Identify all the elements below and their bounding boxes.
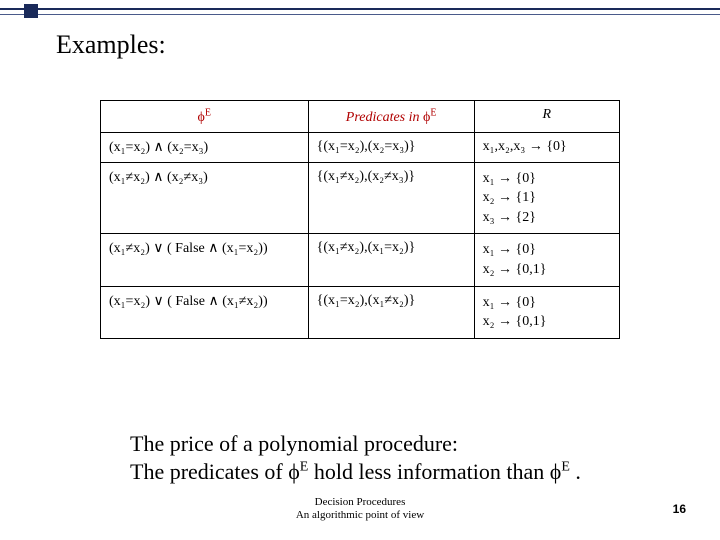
footer-center: Decision Procedures An algorithmic point…	[0, 496, 720, 522]
page-number: 16	[673, 502, 686, 516]
cell-pred: {(x₁≠x₂),(x₂≠x₃)}	[308, 162, 474, 234]
deco-square	[24, 4, 38, 18]
table-row: (x₁=x₂) ∨ ( False ∧ (x₁≠x₂)) {(x₁=x₂),(x…	[101, 286, 620, 338]
cell-r: x₁ → {0} x₂ → {1} x₃ → {2}	[474, 162, 619, 234]
footer-line1: Decision Procedures	[0, 496, 720, 509]
cell-pred: {(x₁=x₂),(x₁≠x₂)}	[308, 286, 474, 338]
table-row: (x₁≠x₂) ∧ (x₂≠x₃) {(x₁≠x₂),(x₂≠x₃)} x₁ →…	[101, 162, 620, 234]
cell-r: x₁ → {0} x₂ → {0,1}	[474, 234, 619, 286]
cell-r: x₁,x₂,x₃ → {0}	[474, 132, 619, 162]
price-line2: The predicates of ϕE hold less informati…	[130, 458, 581, 486]
cell-pred: {(x₁=x₂),(x₂=x₃)}	[308, 132, 474, 162]
cell-phi: (x₁≠x₂) ∨ ( False ∧ (x₁=x₂))	[101, 234, 309, 286]
footer-line2: An algorithmic point of view	[0, 509, 720, 522]
cell-pred: {(x₁≠x₂),(x₁=x₂)}	[308, 234, 474, 286]
col3-header: R	[543, 107, 552, 122]
top-decoration	[0, 0, 720, 28]
page-heading: Examples:	[56, 30, 166, 60]
cell-r: x₁ → {0} x₂ → {0,1}	[474, 286, 619, 338]
price-line1: The price of a polynomial procedure:	[130, 430, 581, 458]
table-row: (x₁≠x₂) ∨ ( False ∧ (x₁=x₂)) {(x₁≠x₂),(x…	[101, 234, 620, 286]
col1-header: ϕE	[198, 110, 211, 125]
cell-phi: (x₁≠x₂) ∧ (x₂≠x₃)	[101, 162, 309, 234]
table-row: (x₁=x₂) ∧ (x₂=x₃) {(x₁=x₂),(x₂=x₃)} x₁,x…	[101, 132, 620, 162]
price-text: The price of a polynomial procedure: The…	[130, 430, 581, 485]
deco-line-dark	[0, 8, 720, 10]
cell-phi: (x₁=x₂) ∧ (x₂=x₃)	[101, 132, 309, 162]
deco-line-thin	[0, 14, 720, 15]
col2-header: Predicates in ϕE	[346, 110, 437, 125]
cell-phi: (x₁=x₂) ∨ ( False ∧ (x₁≠x₂))	[101, 286, 309, 338]
examples-table: ϕE Predicates in ϕE R (x₁=x₂) ∧ (x₂=x₃) …	[100, 100, 620, 339]
